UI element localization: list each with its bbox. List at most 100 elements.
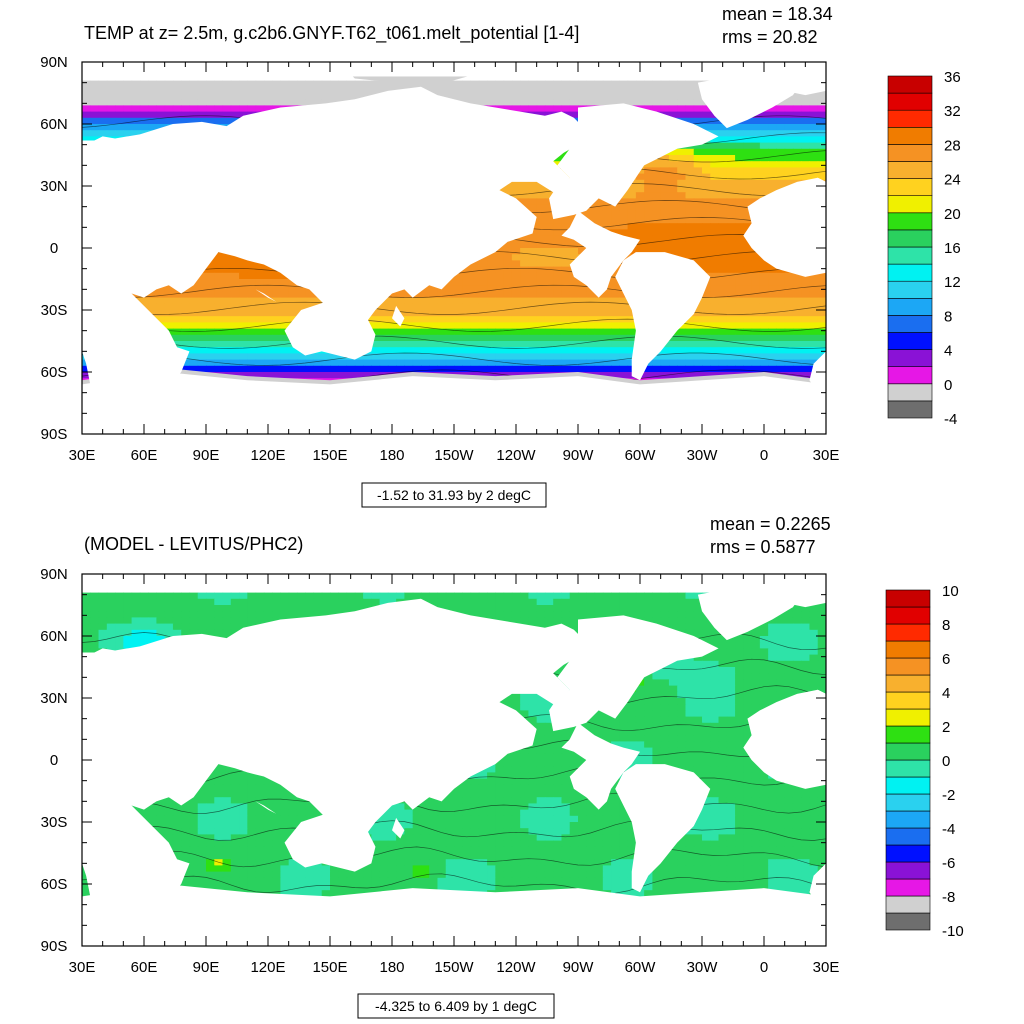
x-tick-label: 30E (813, 959, 840, 976)
colorbar-swatch (887, 246, 933, 265)
colorbar-label: -10 (942, 923, 964, 940)
colorbar-swatch (885, 776, 931, 795)
colorbar-swatch (885, 912, 931, 931)
colorbar-label: 16 (944, 240, 961, 257)
colorbar-swatch (887, 127, 933, 145)
x-tick-label: 60W (625, 447, 657, 464)
colorbar-label: -6 (942, 855, 955, 872)
colorbar-swatch (887, 263, 933, 282)
x-tick-label: 150E (312, 447, 347, 464)
colorbar-swatch (887, 349, 933, 368)
colorbar-swatch (885, 861, 931, 880)
colorbar-swatch (887, 366, 933, 385)
chart-title-2: (MODEL - LEVITUS/PHC2) (84, 534, 303, 554)
y-tick-label: 30S (41, 302, 68, 319)
y-tick-label: 60S (41, 876, 68, 893)
x-tick-label: 60W (625, 959, 657, 976)
chart-title-1: TEMP at z= 2.5m, g.c2b6.GNYF.T62_t061.me… (84, 23, 579, 44)
x-tick-label: 90W (563, 959, 595, 976)
colorbar-swatch (887, 144, 933, 162)
colorbar-swatch (887, 229, 933, 248)
colorbar-swatch (887, 332, 933, 350)
colorbar-swatch (885, 623, 931, 642)
colorbar-swatch (887, 75, 933, 94)
colorbar-swatch (887, 109, 933, 128)
colorbar-label: 32 (944, 103, 961, 120)
colorbar-label: 24 (944, 172, 961, 189)
range-label-1: -1.52 to 31.93 by 2 degC (377, 487, 531, 503)
x-tick-label: 150W (434, 959, 474, 976)
colorbar-swatch (887, 280, 933, 299)
colorbar-label: 10 (942, 583, 959, 600)
colorbar-label: 6 (942, 651, 950, 668)
rms-label-2: rms = 0.5877 (710, 537, 816, 557)
colorbar-swatch (885, 895, 931, 914)
y-tick-label: 90S (41, 938, 68, 955)
colorbar-label: -2 (942, 787, 955, 804)
mean-label-1: mean = 18.34 (722, 4, 833, 24)
x-tick-label: 0 (760, 959, 768, 976)
x-tick-label: 120W (496, 447, 536, 464)
x-tick-label: 180 (379, 959, 404, 976)
x-tick-label: 90E (193, 959, 220, 976)
y-tick-label: 60S (41, 364, 68, 381)
colorbar-swatch (885, 793, 931, 812)
colorbar-swatch (885, 606, 931, 625)
colorbar-swatch (885, 759, 931, 778)
y-tick-label: 30N (40, 690, 68, 707)
colorbar-swatch (885, 742, 931, 761)
colorbar-swatch (885, 657, 931, 676)
colorbar-label: 36 (944, 69, 961, 86)
x-tick-label: 60E (131, 447, 158, 464)
range-label-2: -4.325 to 6.409 by 1 degC (375, 998, 537, 1014)
y-tick-label: 90N (40, 54, 68, 71)
colorbar-swatch (887, 212, 933, 231)
colorbar-swatch (887, 161, 933, 179)
y-tick-label: 0 (50, 752, 58, 769)
x-tick-label: 120W (496, 959, 536, 976)
colorbar-label: 28 (944, 137, 961, 154)
y-tick-label: 30N (40, 178, 68, 195)
colorbar-swatch (887, 400, 933, 419)
colorbar-swatch (887, 297, 933, 316)
y-tick-label: 90S (41, 426, 68, 443)
colorbar-swatch (885, 844, 931, 863)
y-tick-label: 30S (41, 814, 68, 831)
x-tick-label: 150E (312, 959, 347, 976)
x-tick-label: 30W (687, 447, 719, 464)
colorbar-swatch (885, 708, 931, 727)
panel-temperature: 30E 60E 90E 120E 150E 180 150W 120W 90W 60W 30W 0 30… (40, 54, 839, 464)
x-tick-label: 60E (131, 959, 158, 976)
colorbar-swatch (885, 589, 931, 608)
colorbar-swatch (887, 195, 933, 214)
x-tick-label: 30E (69, 959, 96, 976)
x-tick-label: 90E (193, 447, 220, 464)
colorbar-swatch (887, 178, 933, 197)
colorbar-2: 10 8 6 4 2 0 -2 -4 -6 -8 -10 (885, 583, 964, 940)
colorbar-swatch (887, 383, 933, 402)
colorbar-label: -8 (942, 889, 955, 906)
colorbar-label: 12 (944, 274, 961, 291)
x-tick-label: 30E (813, 447, 840, 464)
x-tick-label: 120E (250, 959, 285, 976)
x-tick-label: 90W (563, 447, 595, 464)
colorbar-label: 20 (944, 206, 961, 223)
rms-label-1: rms = 20.82 (722, 27, 818, 47)
range-box-1 (361, 482, 547, 508)
colorbar-1: 36 32 28 24 20 16 12 8 4 0 -4 (887, 69, 961, 428)
colorbar-label: 8 (944, 308, 952, 325)
colorbar-label: 8 (942, 617, 950, 634)
colorbar-label: -4 (944, 411, 957, 428)
panel-difference: 30E 60E 90E 120E 150E 180 150W 120W 90W 60W 30W 0 30… (40, 566, 839, 976)
colorbar-swatch (885, 674, 931, 693)
y-tick-label: 0 (50, 240, 58, 257)
colorbar-swatch (887, 315, 933, 333)
colorbar-swatch (885, 810, 931, 829)
x-tick-label: 30E (69, 447, 96, 464)
range-box-2 (357, 993, 555, 1019)
colorbar-swatch (885, 691, 931, 710)
y-tick-label: 60N (40, 628, 68, 645)
y-tick-label: 60N (40, 116, 68, 133)
y-tick-label: 90N (40, 566, 68, 583)
